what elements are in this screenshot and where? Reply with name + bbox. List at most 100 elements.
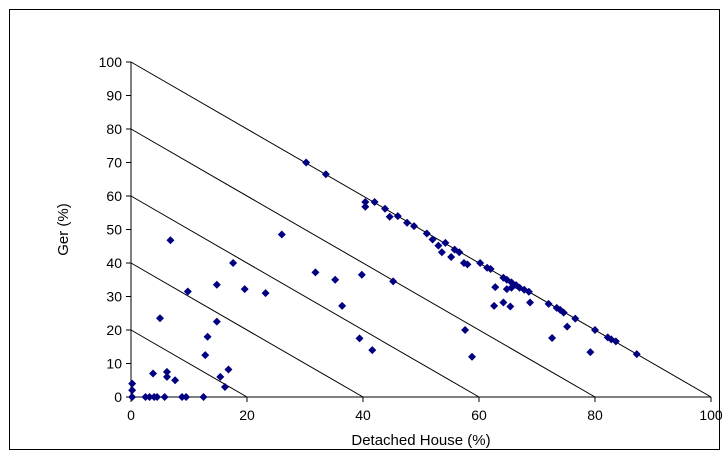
data-points (128, 158, 641, 401)
data-point (524, 287, 533, 296)
reference-line-2 (130, 195, 480, 398)
data-point (361, 198, 370, 207)
data-point (563, 322, 572, 331)
data-point (162, 372, 171, 381)
data-point (160, 393, 169, 401)
data-point (368, 346, 377, 355)
data-point (166, 236, 175, 245)
y-tick-label: 60 (106, 188, 122, 204)
reference-lines (130, 61, 712, 398)
y-tick-label: 90 (106, 88, 122, 104)
data-point (128, 393, 137, 401)
data-point (544, 299, 553, 308)
data-point (212, 280, 221, 289)
data-point (128, 379, 137, 388)
x-tick-label: 40 (355, 407, 371, 423)
x-tick-label: 60 (471, 407, 487, 423)
data-point (141, 393, 150, 401)
reference-line-4 (130, 329, 248, 398)
data-point (216, 372, 225, 381)
data-point (468, 352, 477, 361)
y-tick-label: 0 (114, 389, 122, 405)
data-point (506, 302, 515, 311)
data-point (447, 252, 456, 261)
reference-line-0 (130, 61, 712, 398)
data-point (463, 260, 472, 269)
data-point (490, 301, 499, 310)
data-point (156, 314, 164, 323)
data-point (321, 170, 330, 179)
data-point (491, 283, 500, 292)
data-point (437, 248, 446, 257)
data-point (240, 285, 249, 294)
data-point (171, 376, 180, 385)
data-point (441, 238, 450, 247)
data-point (224, 365, 233, 374)
data-point (229, 259, 238, 267)
data-point (403, 218, 412, 227)
data-point (571, 314, 580, 323)
data-point (434, 241, 443, 250)
data-point (361, 202, 370, 211)
data-point (548, 334, 557, 343)
data-point (591, 326, 599, 334)
x-tick-label: 80 (587, 407, 603, 423)
data-point (145, 393, 154, 401)
data-point (355, 334, 364, 343)
data-point (389, 277, 398, 286)
y-tick-label: 40 (106, 255, 122, 271)
x-axis-title: Detached House (%) (351, 432, 490, 449)
data-point (381, 204, 390, 213)
x-tick-label: 0 (127, 407, 135, 423)
y-tick-labels: 0 10 20 30 40 50 60 70 80 90 100 (99, 54, 131, 405)
data-point (199, 393, 208, 401)
y-tick-label: 100 (99, 54, 123, 70)
y-axis-title: Ger (%) (55, 203, 72, 256)
data-point (455, 248, 464, 257)
data-point (203, 332, 212, 341)
data-point (220, 382, 229, 391)
data-point (410, 222, 419, 231)
data-point (370, 198, 379, 207)
data-point (486, 265, 495, 274)
data-point (428, 235, 437, 244)
data-point (128, 386, 137, 395)
y-tick-label: 30 (106, 289, 122, 305)
data-point (149, 369, 158, 378)
x-tick-labels: 0 20 40 60 80 100 (127, 397, 723, 423)
data-point (162, 367, 171, 376)
data-point (183, 287, 192, 296)
data-point (632, 350, 641, 359)
reference-line-3 (130, 262, 364, 398)
x-tick-label: 20 (239, 407, 255, 423)
data-point (586, 348, 595, 357)
y-tick-label: 70 (106, 155, 122, 171)
data-point (182, 393, 191, 401)
data-point (526, 298, 535, 307)
x-tick-label: 100 (699, 407, 723, 423)
data-point (302, 158, 311, 167)
data-point (331, 275, 340, 284)
data-point (461, 326, 470, 334)
y-tick-label: 50 (106, 222, 122, 238)
data-point (212, 317, 221, 326)
reference-line-1 (130, 128, 596, 398)
y-tick-label: 20 (106, 322, 122, 338)
data-point (422, 229, 431, 238)
data-point (338, 301, 347, 310)
data-point (357, 270, 366, 279)
data-point (311, 268, 320, 277)
data-point (277, 230, 286, 239)
data-point (393, 212, 402, 221)
data-point (559, 308, 568, 317)
data-point (261, 289, 270, 298)
data-point (201, 351, 210, 360)
data-point (499, 298, 508, 307)
data-point (385, 212, 394, 221)
y-tick-label: 80 (106, 121, 122, 137)
y-tick-label: 10 (106, 356, 122, 372)
data-point (476, 259, 485, 267)
data-point (611, 337, 620, 346)
data-point (153, 393, 162, 401)
